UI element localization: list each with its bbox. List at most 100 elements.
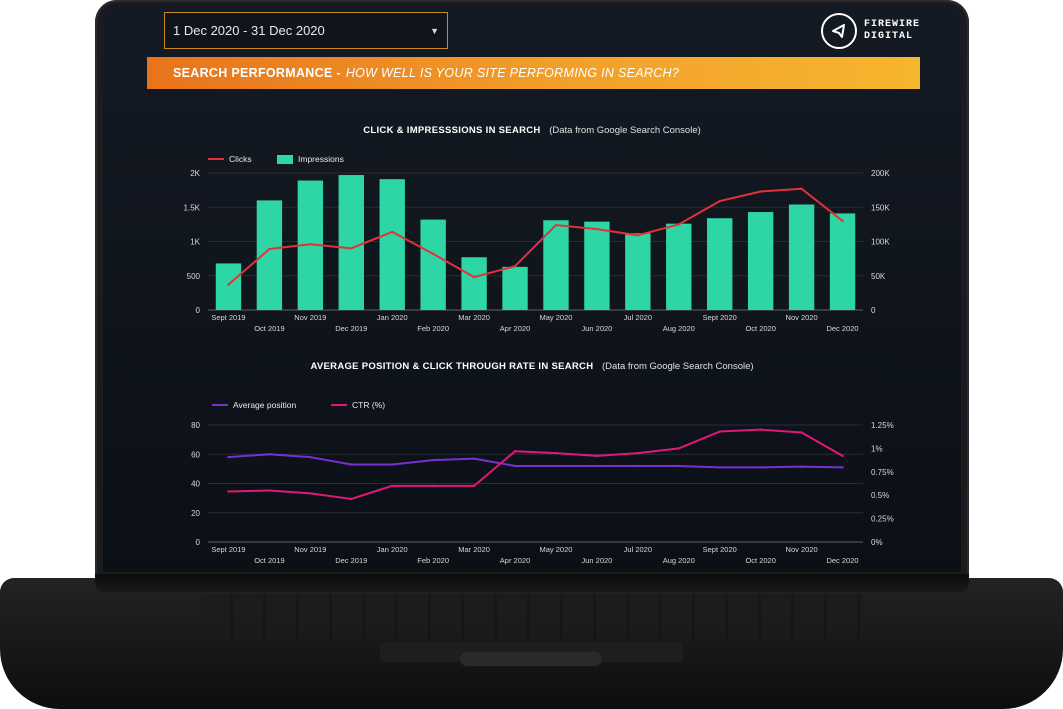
bar-impressions (461, 257, 487, 310)
caret-down-icon: ▼ (430, 25, 439, 36)
point-average-position (472, 457, 476, 460)
x-tick-label: May 2020 (540, 545, 573, 554)
brand-logo: FIREWIRE DIGITAL (821, 13, 920, 49)
point-clicks (350, 247, 353, 250)
left-tick-label: 40 (191, 480, 200, 489)
chart1-title: CLICK & IMPRESSSIONS IN SEARCH (363, 125, 541, 136)
point-clicks (227, 283, 230, 286)
x-tick-label: Nov 2020 (786, 313, 818, 322)
left-tick-label: 1.5K (184, 203, 201, 212)
point-ctr (595, 454, 599, 458)
bar-impressions (625, 233, 651, 310)
right-tick-label: 0.25% (871, 515, 894, 524)
x-tick-label: Nov 2019 (294, 313, 326, 322)
point-ctr (513, 450, 517, 453)
clicks-impressions-chart: 0 500 1K 1.5K 2K 0 50K 100K 150K 200K Sept 2019 Oct… (184, 154, 891, 333)
logo-line-1: FIREWIRE (864, 19, 921, 30)
chart2-subtitle: (Data from Google Search Console) (602, 361, 754, 372)
bar-impressions (379, 179, 405, 310)
point-ctr (268, 489, 271, 492)
bar-impressions (502, 266, 528, 310)
x-tick-label: Oct 2019 (254, 556, 284, 565)
line-ctr (228, 428, 844, 500)
left-tick-label: 1K (190, 238, 200, 247)
bar-impressions (256, 200, 283, 310)
x-tick-label: Sept 2020 (703, 545, 737, 554)
x-tick-label: Jan 2020 (377, 313, 408, 322)
laptop-notch (460, 652, 602, 666)
point-ctr (800, 431, 803, 434)
legend-label-average-position: Average position (233, 400, 296, 410)
x-tick-label: Feb 2020 (417, 324, 449, 333)
point-ctr (636, 451, 640, 455)
point-average-position (309, 455, 312, 459)
dashboard-screen: 1 Dec 2020 - 31 Dec 2020 ▼ FIREWIRE DIGI… (103, 4, 961, 572)
point-average-position (718, 466, 721, 469)
x-tick-label: Feb 2020 (417, 556, 449, 565)
laptop-hinge (95, 574, 969, 592)
bar-impressions (338, 175, 364, 310)
point-clicks (309, 243, 312, 246)
x-tick-label: Nov 2020 (786, 545, 818, 554)
x-tick-label: Jun 2020 (581, 556, 612, 565)
point-clicks (759, 190, 762, 193)
point-ctr (841, 454, 844, 458)
x-tick-label: Sept 2019 (211, 545, 245, 554)
point-ctr (391, 484, 394, 488)
left-tick-label: 0 (196, 538, 201, 547)
point-ctr (227, 490, 230, 493)
bar-impressions (707, 218, 733, 310)
point-clicks (800, 187, 803, 190)
point-ctr (350, 497, 353, 501)
firewire-logo-icon (821, 13, 857, 49)
banner-subtitle: HOW WELL IS YOUR SITE PERFORMING IN SEAR… (345, 66, 680, 80)
point-average-position (350, 463, 353, 466)
x-tick-label: Sept 2020 (703, 313, 737, 322)
point-average-position (636, 464, 640, 468)
right-tick-label: 100K (871, 238, 890, 247)
left-tick-label: 60 (191, 450, 200, 459)
point-average-position (227, 455, 230, 459)
legend-label-clicks: Clicks (229, 154, 252, 164)
x-tick-label: Jul 2020 (624, 313, 652, 322)
x-tick-label: Dec 2019 (335, 324, 367, 333)
x-tick-label: May 2020 (540, 313, 573, 322)
x-tick-label: Oct 2019 (254, 324, 284, 333)
point-clicks (472, 275, 476, 279)
x-tick-label: Oct 2020 (745, 324, 775, 333)
section-banner: SEARCH PERFORMANCE - HOW WELL IS YOUR SI… (147, 57, 920, 89)
point-average-position (595, 464, 599, 468)
right-tick-label: 1% (871, 444, 883, 453)
x-tick-label: Dec 2020 (826, 556, 858, 565)
chart1-subtitle: (Data from Google Search Console) (549, 125, 701, 136)
date-range-select[interactable]: 1 Dec 2020 - 31 Dec 2020 ▼ (164, 12, 448, 49)
point-clicks (391, 230, 394, 234)
x-tick-label: Mar 2020 (458, 313, 490, 322)
point-ctr (472, 484, 476, 488)
right-tick-label: 200K (871, 169, 890, 178)
laptop-keyboard (200, 594, 863, 640)
point-average-position (513, 464, 517, 468)
x-tick-label: Dec 2020 (826, 324, 858, 333)
x-tick-label: Aug 2020 (663, 556, 695, 565)
point-average-position (677, 464, 680, 468)
point-ctr (554, 451, 558, 455)
x-tick-label: Dec 2019 (335, 556, 367, 565)
x-tick-label: Jun 2020 (581, 324, 612, 333)
position-ctr-chart: 0 20 40 60 80 0% 0.25% 0.5% 0.75% 1% 1.25% Sept 201… (191, 400, 894, 565)
bar-impressions (420, 219, 446, 310)
point-ctr (309, 492, 312, 495)
right-tick-label: 50K (871, 272, 886, 281)
x-tick-label: Sept 2019 (211, 313, 245, 322)
legend-label-ctr: CTR (%) (352, 400, 385, 410)
point-average-position (841, 466, 844, 469)
chart2-heading: AVERAGE POSITION & CLICK THROUGH RATE IN… (103, 361, 961, 372)
point-clicks (636, 234, 640, 237)
point-ctr (431, 484, 435, 488)
point-clicks (841, 219, 844, 223)
point-clicks (268, 247, 271, 251)
x-tick-label: Jan 2020 (377, 545, 408, 554)
bar-impressions (584, 221, 610, 310)
point-clicks (554, 223, 558, 227)
right-tick-label: 150K (871, 203, 890, 212)
